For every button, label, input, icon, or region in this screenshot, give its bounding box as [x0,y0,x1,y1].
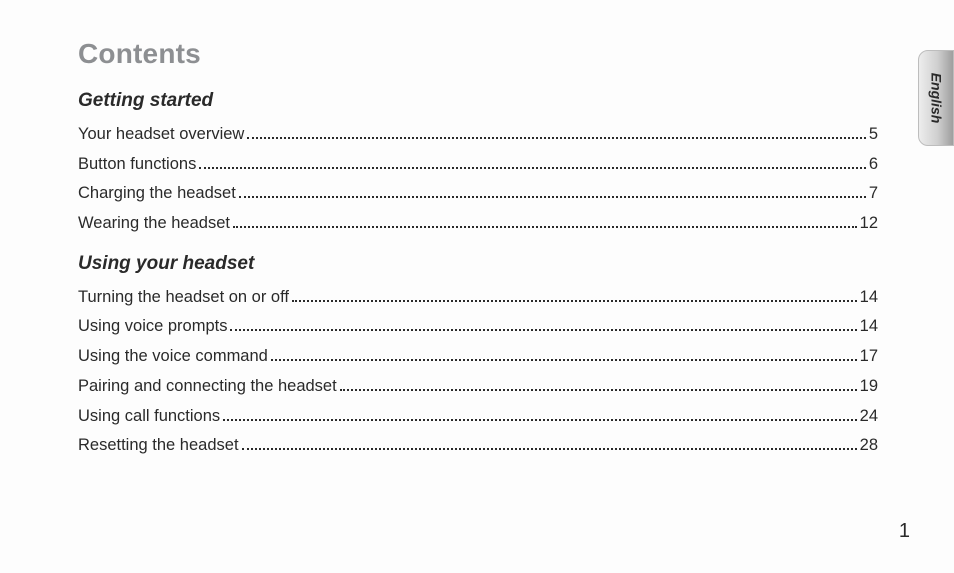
toc-entry[interactable]: Turning the headset on or off 14 [78,283,878,313]
toc-entry[interactable]: Resetting the headset 28 [78,431,878,461]
toc-leader-dots [271,359,857,361]
toc-entry[interactable]: Using voice prompts 14 [78,312,878,342]
toc-entry[interactable]: Your headset overview 5 [78,120,878,150]
toc-entry-label: Button functions [78,150,196,180]
toc-entry[interactable]: Using the voice command 17 [78,342,878,372]
page-title: Contents [78,38,878,70]
language-tab-english[interactable]: English [918,50,954,146]
toc-entry-page: 6 [869,150,878,180]
toc-entry[interactable]: Button functions 6 [78,150,878,180]
toc-entry-page: 19 [860,372,878,402]
toc-leader-dots [247,137,865,139]
toc-entry-label: Your headset overview [78,120,244,150]
toc-entry-label: Charging the headset [78,179,236,209]
toc-leader-dots [199,167,865,169]
toc-entry-label: Turning the headset on or off [78,283,289,313]
toc-leader-dots [340,389,857,391]
page-number: 1 [899,520,910,543]
toc-entry-label: Using voice prompts [78,312,227,342]
toc-leader-dots [223,419,856,421]
toc-entry-page: 7 [869,179,878,209]
toc-leader-dots [242,448,857,450]
toc-entry-label: Resetting the headset [78,431,239,461]
toc-section: Getting started Your headset overview 5 … [78,90,878,239]
toc-entry-page: 12 [860,209,878,239]
toc-entry[interactable]: Charging the headset 7 [78,179,878,209]
toc-entry-page: 28 [860,431,878,461]
section-heading: Using your headset [78,253,878,275]
toc-section: Using your headset Turning the headset o… [78,253,878,461]
toc-entry-page: 14 [860,312,878,342]
manual-page: Contents Getting started Your headset ov… [0,0,954,573]
toc-entry-label: Pairing and connecting the headset [78,372,337,402]
toc-entry[interactable]: Pairing and connecting the headset 19 [78,372,878,402]
toc-entry[interactable]: Using call functions 24 [78,402,878,432]
content-area: Contents Getting started Your headset ov… [78,38,878,475]
toc-entry-page: 14 [860,283,878,313]
toc-leader-dots [230,329,856,331]
toc-entry-label: Using call functions [78,402,220,432]
toc-entry[interactable]: Wearing the headset 12 [78,209,878,239]
toc-entry-label: Wearing the headset [78,209,230,239]
language-tab-label: English [928,73,944,124]
toc-entry-label: Using the voice command [78,342,268,372]
toc-leader-dots [239,196,866,198]
toc-entry-page: 17 [860,342,878,372]
section-heading: Getting started [78,90,878,112]
toc-leader-dots [292,300,857,302]
toc-leader-dots [233,226,857,228]
toc-entry-page: 24 [860,402,878,432]
toc-entry-page: 5 [869,120,878,150]
